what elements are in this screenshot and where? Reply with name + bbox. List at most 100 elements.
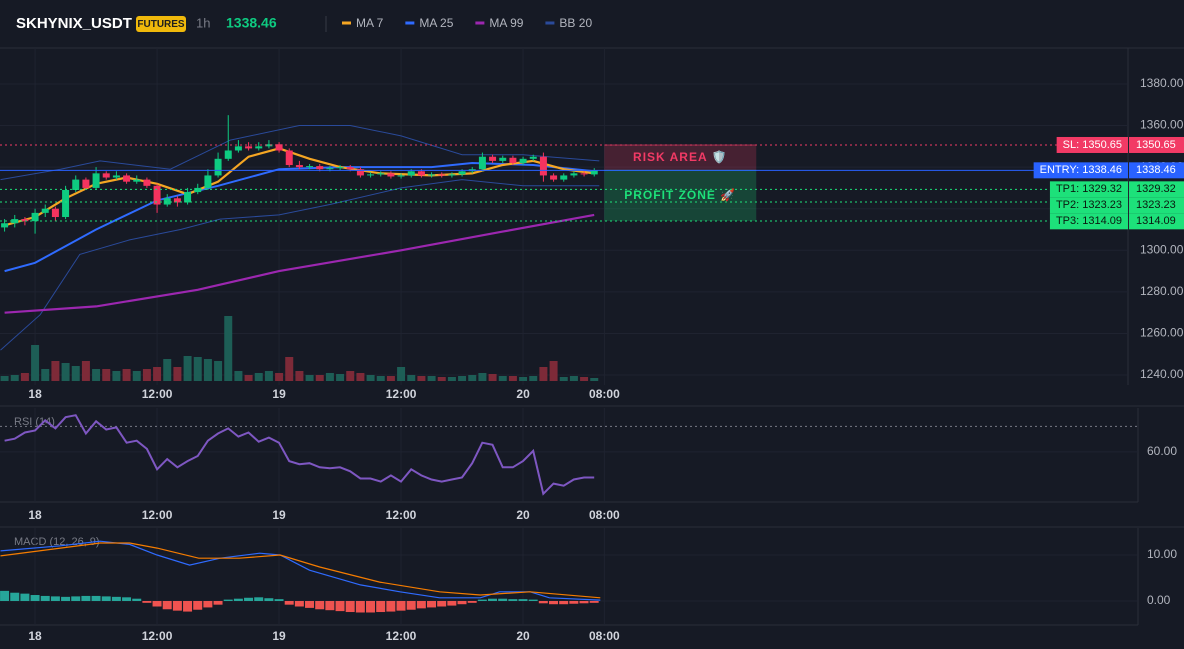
candle-body (295, 165, 303, 168)
candle-body (194, 187, 202, 193)
macd-histogram-bar (101, 596, 111, 601)
candle-body (224, 150, 232, 159)
candle-body (417, 171, 425, 176)
candle-body (112, 175, 120, 178)
candle-body (153, 185, 161, 205)
macd-histogram-bar (223, 599, 233, 601)
volume-bar (315, 375, 324, 381)
macd-histogram-bar (488, 598, 498, 601)
candle-body (265, 144, 273, 147)
macd-histogram-bar (30, 595, 40, 601)
candle-body (509, 157, 517, 163)
macd-histogram-bar (315, 600, 325, 610)
moving-average (4, 213, 595, 314)
bb-lower (0, 179, 600, 351)
volume-bar (214, 361, 223, 381)
macd-histogram-bar (61, 596, 71, 601)
candle-body (346, 167, 354, 170)
volume-bar (519, 377, 528, 381)
candle-body (519, 158, 527, 163)
candle-body (316, 166, 324, 170)
volume-bar (173, 367, 182, 381)
last-price: 1338.46 (226, 15, 277, 31)
volume-bar (397, 367, 406, 381)
level-label-bg (1049, 181, 1128, 198)
x-tick-label: 08:00 (589, 629, 620, 643)
macd-histogram-bar (264, 598, 274, 601)
macd-histogram-bar (447, 600, 457, 606)
legend-label: BB 20 (559, 16, 592, 30)
candle-body (72, 179, 80, 190)
level-label: SL: 1350.65 (1063, 139, 1122, 151)
x-tick-label: 20 (516, 508, 530, 522)
candle-body (377, 173, 385, 175)
x-tick-label: 08:00 (589, 508, 620, 522)
volume-bar (264, 371, 273, 381)
level-label: TP3: 1314.09 (1056, 215, 1122, 227)
x-tick-label: 18 (28, 387, 42, 401)
legend-label: MA 25 (419, 16, 453, 30)
macd-histogram-bar (355, 600, 365, 613)
volume-bar (61, 363, 70, 381)
x-tick-label: 18 (28, 508, 42, 522)
legend-label: MA 99 (489, 16, 523, 30)
macd-histogram-bar (193, 600, 203, 610)
candle-body (539, 156, 547, 176)
macd-line (0, 542, 601, 599)
macd-histogram-bar (366, 600, 376, 613)
macd-histogram-bar (528, 599, 538, 601)
macd-histogram-bar (569, 600, 579, 604)
candle-body (438, 174, 446, 176)
volume-bar (447, 377, 456, 381)
candle-body (102, 173, 110, 178)
x-tick-label: 19 (272, 508, 286, 522)
volume-bar (549, 361, 558, 381)
volume-bar (478, 373, 487, 381)
volume-bar (356, 373, 365, 381)
volume-bar (407, 375, 416, 381)
interval: 1h (196, 15, 210, 30)
macd-histogram-bar (437, 600, 447, 607)
x-tick-label: 12:00 (142, 508, 173, 522)
volume-bar (336, 374, 345, 381)
macd-histogram-bar (274, 599, 284, 601)
macd-histogram-bar (294, 600, 304, 607)
axis-level-label: 1350.65 (1136, 139, 1176, 151)
candle-body (580, 173, 588, 175)
candle-body (41, 208, 49, 213)
macd-histogram-bar (233, 598, 243, 601)
y-tick-label: 1280.00 (1140, 284, 1184, 298)
rsi-title: RSI (14) (14, 416, 55, 428)
volume-bar (529, 376, 538, 381)
volume-bar (569, 376, 578, 381)
y-tick-label: 10.00 (1147, 547, 1177, 561)
macd-histogram-bar (396, 600, 406, 611)
candle-body (306, 166, 314, 168)
candle-body (367, 174, 375, 176)
volume-bar (376, 376, 385, 381)
candle-body (143, 179, 151, 186)
candle-body (560, 175, 568, 180)
volume-bar (142, 369, 151, 381)
macd-histogram-bar (50, 596, 60, 601)
zone (604, 144, 757, 171)
volume-bar (20, 373, 29, 381)
y-tick-label: 1300.00 (1140, 242, 1184, 256)
x-tick-label: 12:00 (386, 629, 417, 643)
volume-bar (458, 376, 467, 381)
x-tick-label: 08:00 (589, 387, 620, 401)
macd-histogram-bar (518, 599, 528, 601)
macd-histogram-bar (467, 600, 477, 603)
macd-histogram-bar (81, 595, 91, 601)
candle-body (184, 192, 192, 203)
macd-histogram-bar (213, 600, 223, 605)
level-label-bg (1049, 197, 1128, 214)
axis-level-label: 1323.23 (1136, 199, 1176, 211)
candle-body (31, 212, 39, 222)
candle-body (214, 158, 222, 176)
macd-histogram-bar (203, 600, 213, 608)
x-tick-label: 18 (28, 629, 42, 643)
axis-level-label: 1314.09 (1136, 215, 1176, 227)
macd-histogram-bar (416, 600, 426, 609)
candle-body (387, 173, 395, 177)
